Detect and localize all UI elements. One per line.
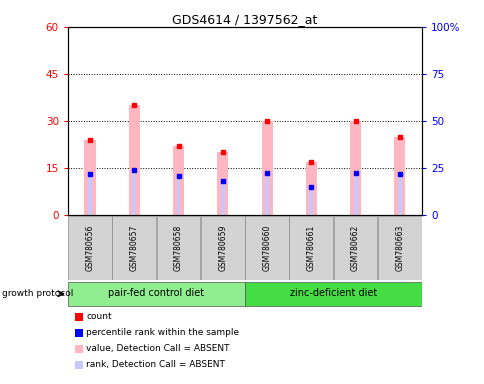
Bar: [305, 162, 316, 215]
Bar: [84, 140, 95, 215]
Bar: [88, 174, 92, 215]
Bar: [132, 170, 136, 215]
Text: GSM780658: GSM780658: [174, 225, 182, 271]
Bar: [173, 146, 184, 215]
Text: growth protocol: growth protocol: [2, 289, 74, 298]
Text: value, Detection Call = ABSENT: value, Detection Call = ABSENT: [86, 344, 229, 353]
Bar: [353, 173, 357, 215]
Bar: [333, 216, 377, 280]
Bar: [349, 121, 361, 215]
Text: pair-fed control diet: pair-fed control diet: [108, 288, 204, 298]
Bar: [377, 216, 421, 280]
Bar: [176, 176, 180, 215]
Text: GSM780659: GSM780659: [218, 225, 227, 271]
Bar: [261, 121, 272, 215]
Text: GSM780660: GSM780660: [262, 225, 271, 271]
Bar: [309, 187, 313, 215]
Text: GSM780656: GSM780656: [85, 225, 94, 271]
Bar: [68, 216, 112, 280]
Text: GSM780661: GSM780661: [306, 225, 315, 271]
Text: rank, Detection Call = ABSENT: rank, Detection Call = ABSENT: [86, 360, 225, 369]
Title: GDS4614 / 1397562_at: GDS4614 / 1397562_at: [172, 13, 317, 26]
Bar: [156, 216, 200, 280]
Bar: [397, 174, 401, 215]
Bar: [112, 216, 156, 280]
Text: GSM780663: GSM780663: [394, 225, 404, 271]
Bar: [200, 216, 244, 280]
Text: count: count: [86, 312, 112, 321]
Bar: [68, 282, 244, 306]
Bar: [289, 216, 333, 280]
Bar: [393, 137, 405, 215]
Bar: [217, 152, 228, 215]
Bar: [244, 282, 421, 306]
Bar: [128, 105, 139, 215]
Text: GSM780662: GSM780662: [350, 225, 359, 271]
Text: GSM780657: GSM780657: [130, 225, 138, 271]
Bar: [265, 173, 269, 215]
Bar: [244, 216, 288, 280]
Bar: [220, 180, 224, 215]
Text: percentile rank within the sample: percentile rank within the sample: [86, 328, 239, 337]
Text: zinc-deficient diet: zinc-deficient diet: [289, 288, 376, 298]
